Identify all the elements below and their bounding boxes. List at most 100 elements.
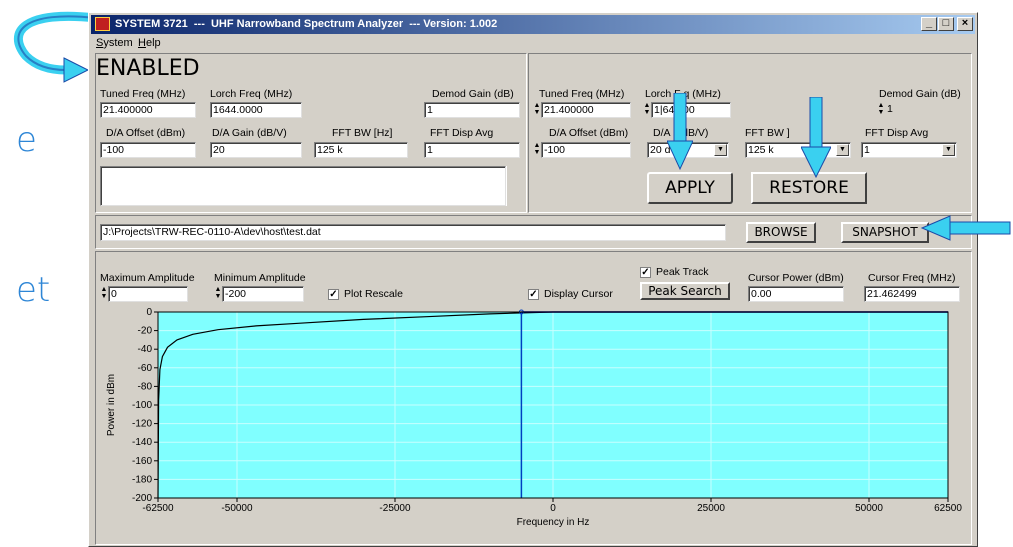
y-tick-label: 0 — [146, 308, 152, 318]
new-da-offset-field[interactable]: -100 — [541, 142, 631, 158]
max-amp-label: Maximum Amplitude — [100, 272, 195, 284]
fft-avg-label: FFT Disp Avg — [430, 127, 493, 139]
slide-text-fragment: et — [16, 270, 50, 310]
fft-bw-label: FFT BW [Hz] — [332, 127, 392, 139]
tuned-freq-label: Tuned Freq (MHz) — [100, 88, 185, 100]
file-path-field[interactable]: J:\Projects\TRW-REC-0110-A\dev\host\test… — [100, 224, 726, 241]
left-arrow-icon — [920, 214, 1012, 242]
x-tick-label: -25000 — [379, 503, 411, 514]
message-box[interactable] — [100, 166, 506, 206]
window-title: SYSTEM 3721 --- UHF Narrowband Spectrum … — [115, 18, 497, 30]
y-tick-label: -100 — [132, 400, 152, 411]
demod-gain-field[interactable]: 1 — [424, 102, 520, 118]
close-button[interactable]: × — [957, 17, 973, 31]
cursor-freq-label: Cursor Freq (MHz) — [868, 272, 956, 284]
down-arrow-icon — [801, 97, 831, 181]
chevron-down-icon[interactable]: ▼ — [942, 144, 955, 156]
x-axis-label: Frequency in Hz — [517, 517, 590, 528]
cursor-power-field[interactable]: 0.00 — [748, 286, 844, 302]
y-tick-label: -180 — [132, 474, 152, 485]
display-cursor-checkbox[interactable]: ✓ — [528, 289, 539, 300]
menu-system[interactable]: System — [96, 37, 133, 49]
apply-button[interactable]: APPLY — [647, 172, 733, 204]
peak-track-label: Peak Track — [656, 266, 709, 278]
message-scrollbar[interactable] — [506, 166, 519, 206]
new-settings-panel: Tuned Freq (MHz) ▲▼ 21.400000 Lorch F q … — [528, 53, 972, 213]
peak-search-label: Peak Search — [648, 284, 722, 298]
cursor-power-label: Cursor Power (dBm) — [748, 272, 844, 284]
chevron-down-icon[interactable]: ▼ — [714, 144, 727, 156]
x-tick-label: -50000 — [221, 503, 253, 514]
new-fft-avg-label: FFT Disp Avg — [865, 127, 928, 139]
y-tick-label: -140 — [132, 437, 152, 448]
chevron-down-icon[interactable]: ▼ — [836, 144, 849, 156]
apply-button-label: APPLY — [665, 178, 715, 198]
app-icon — [95, 17, 110, 31]
minimize-button[interactable]: _ — [921, 17, 937, 31]
demod-gain-spinner[interactable]: ▲ ▼ — [877, 102, 885, 118]
da-gain-field[interactable]: 20 — [210, 142, 302, 158]
maximize-button[interactable]: □ — [938, 17, 954, 31]
min-amp-field[interactable]: -200 — [222, 286, 304, 302]
menu-help[interactable]: Help — [138, 37, 161, 49]
plot-rescale-checkbox[interactable]: ✓ — [328, 289, 339, 300]
new-tuned-freq-field[interactable]: 21.400000 — [541, 102, 631, 118]
da-offset-field[interactable]: -100 — [100, 142, 196, 158]
new-demod-gain-label: Demod Gain (dB) — [879, 88, 961, 100]
da-offset-label: D/A Offset (dBm) — [106, 127, 185, 139]
fft-bw-field[interactable]: 125 k — [314, 142, 408, 158]
y-axis-label: Power in dBm — [106, 374, 117, 436]
title-bar: SYSTEM 3721 --- UHF Narrowband Spectrum … — [91, 15, 975, 34]
new-fft-bw-value: 125 k — [748, 144, 774, 156]
x-tick-label: 50000 — [855, 503, 883, 514]
max-amp-spinner[interactable]: ▲ ▼ — [100, 286, 108, 302]
new-fft-bw-dropdown[interactable]: 125 k ▼ — [745, 142, 851, 158]
slide-text-fragment: e — [16, 120, 37, 160]
file-path-panel: J:\Projects\TRW-REC-0110-A\dev\host\test… — [95, 215, 972, 249]
browse-button-label: BROWSE — [754, 225, 807, 239]
lorch-freq-label: Lorch Freq (MHz) — [210, 88, 292, 100]
browse-button[interactable]: BROWSE — [746, 222, 816, 243]
min-amp-spinner[interactable]: ▲ ▼ — [214, 286, 222, 302]
new-demod-gain-value[interactable]: 1 — [887, 103, 893, 115]
lorch-freq-field[interactable]: 1644.0000 — [210, 102, 302, 118]
y-tick-label: -20 — [138, 326, 153, 337]
y-tick-label: -60 — [138, 363, 153, 374]
restore-button-label: RESTORE — [769, 178, 849, 198]
snapshot-button-label: SNAPSHOT — [852, 225, 917, 239]
min-amp-label: Minimum Amplitude — [214, 272, 306, 284]
y-tick-label: -40 — [138, 344, 153, 355]
x-tick-label: 25000 — [697, 503, 725, 514]
menu-bar: System Help — [91, 35, 975, 52]
x-tick-label: 0 — [550, 503, 556, 514]
peak-search-button[interactable]: Peak Search — [640, 282, 730, 300]
plot-panel: Maximum Amplitude ▲ ▼ 0 Minimum Amplitude… — [95, 251, 972, 545]
tuned-freq-field[interactable]: 21.400000 — [100, 102, 196, 118]
new-tuned-freq-label: Tuned Freq (MHz) — [539, 88, 624, 100]
y-tick-label: -120 — [132, 419, 152, 430]
new-fft-avg-dropdown[interactable]: 1 ▼ — [861, 142, 957, 158]
max-amp-field[interactable]: 0 — [108, 286, 188, 302]
cursor-freq-field[interactable]: 21.462499 — [864, 286, 960, 302]
down-arrow-icon — [667, 93, 693, 173]
new-da-offset-label: D/A Offset (dBm) — [549, 127, 628, 139]
da-gain-label: D/A Gain (dB/V) — [212, 127, 287, 139]
lorch-freq-spinner[interactable]: ▲ ▼ — [643, 102, 651, 118]
display-cursor-label: Display Cursor — [544, 288, 613, 300]
new-fft-avg-value: 1 — [864, 144, 870, 156]
fft-avg-field[interactable]: 1 — [424, 142, 520, 158]
new-fft-bw-label: FFT BW ] — [745, 127, 790, 139]
app-window: SYSTEM 3721 --- UHF Narrowband Spectrum … — [88, 12, 978, 547]
enabled-status: ENABLED — [96, 56, 200, 81]
spectrum-chart[interactable]: 0 -20 -40 -60 -80 -100 -120 -140 -160 -180 -200-62… — [100, 308, 966, 542]
y-tick-label: -80 — [138, 381, 153, 392]
tuned-freq-spinner[interactable]: ▲ ▼ — [533, 102, 541, 118]
current-settings-panel: ENABLED Tuned Freq (MHz) 21.400000 Lorch… — [95, 53, 527, 213]
y-tick-label: -160 — [132, 456, 152, 467]
peak-track-checkbox[interactable]: ✓ — [640, 267, 651, 278]
da-offset-spinner[interactable]: ▲ ▼ — [533, 142, 541, 158]
plot-rescale-label: Plot Rescale — [344, 288, 403, 300]
x-tick-label: 62500 — [934, 503, 962, 514]
snapshot-button[interactable]: SNAPSHOT — [841, 222, 929, 243]
demod-gain-label: Demod Gain (dB) — [432, 88, 514, 100]
